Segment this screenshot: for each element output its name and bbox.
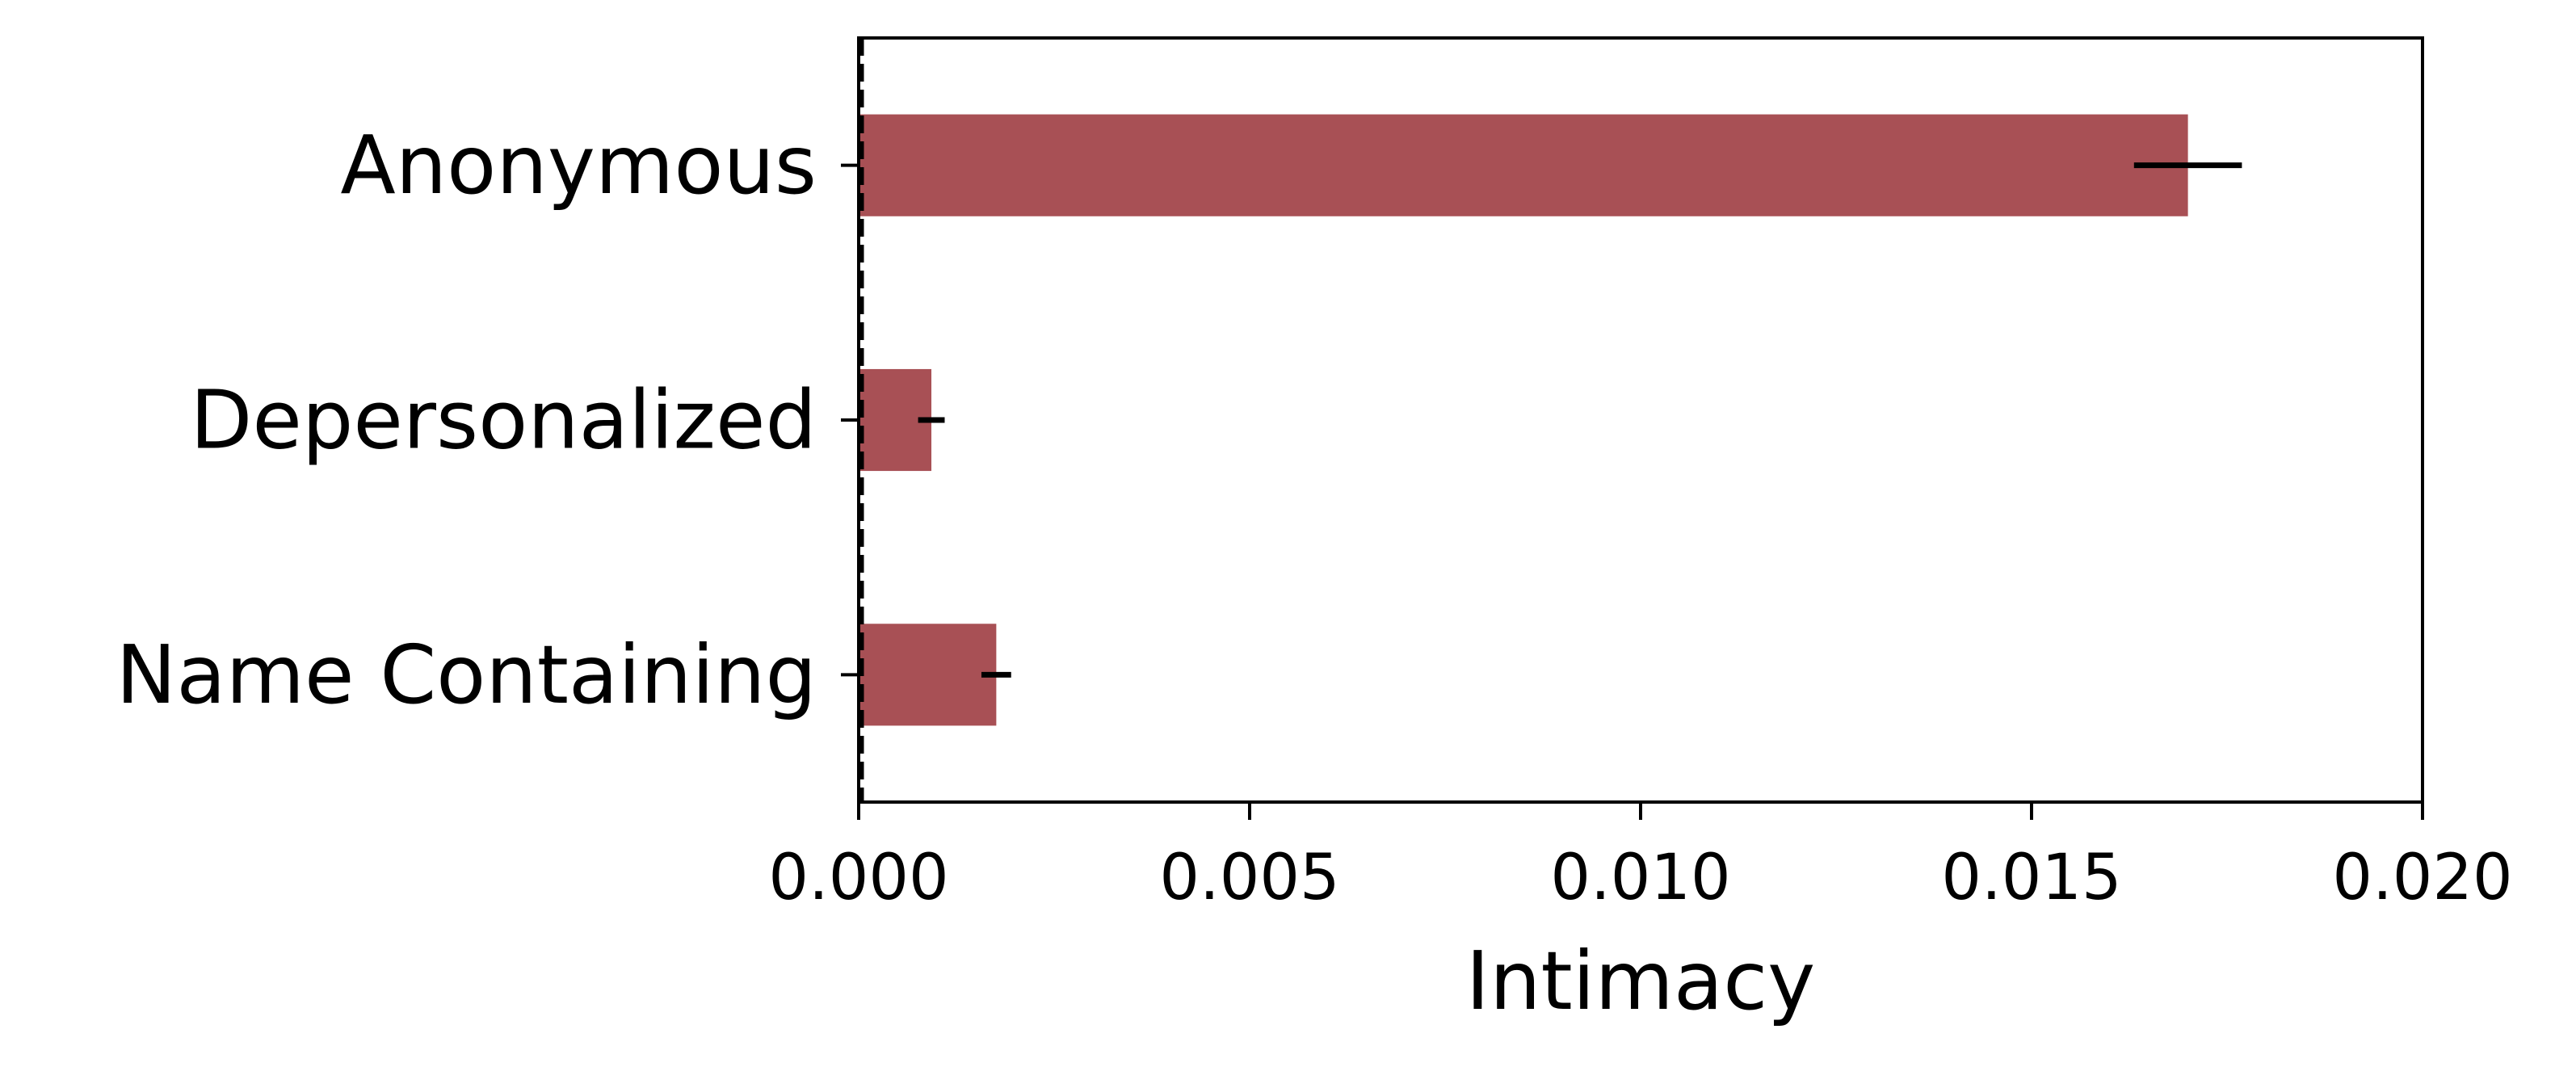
x-tick-label-3: 0.015 (1941, 842, 2121, 914)
x-tick-label-1: 0.005 (1159, 842, 1339, 914)
bars-layer (859, 114, 2188, 726)
y-axis: Anonymous Depersonalized Name Containing (116, 118, 859, 722)
bar-2 (859, 624, 997, 726)
x-axis: 0.000 0.005 0.010 0.015 0.020 (768, 802, 2513, 914)
bar-0 (859, 114, 2188, 216)
x-tick-label-4: 0.020 (2332, 842, 2512, 914)
y-tick-label-1: Depersonalized (190, 373, 817, 468)
y-tick-label-2: Name Containing (116, 628, 817, 722)
y-tick-label-0: Anonymous (340, 118, 817, 212)
x-axis-label: Intimacy (1466, 934, 1816, 1028)
x-tick-label-0: 0.000 (768, 842, 948, 914)
error-bars-layer (918, 162, 2242, 678)
x-tick-label-2: 0.010 (1550, 842, 1730, 914)
